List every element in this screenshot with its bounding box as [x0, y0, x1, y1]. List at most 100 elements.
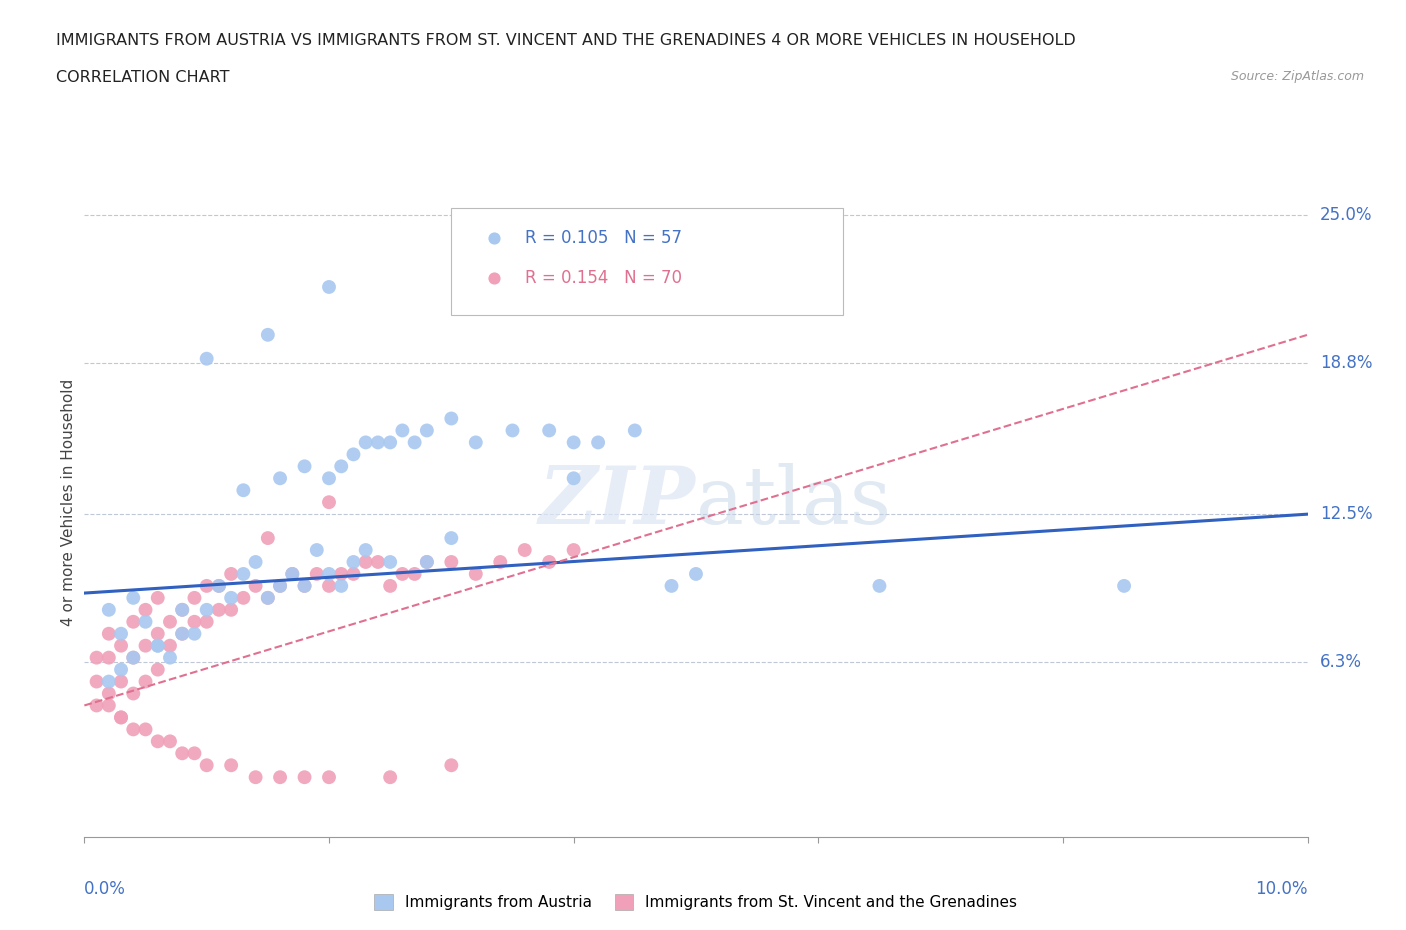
Point	[318, 471, 340, 485]
Point	[330, 578, 353, 593]
Text: R = 0.105   N = 57: R = 0.105 N = 57	[524, 229, 682, 246]
Point	[110, 710, 132, 724]
Point	[342, 566, 364, 581]
Y-axis label: 4 or more Vehicles in Household: 4 or more Vehicles in Household	[60, 379, 76, 626]
Point	[330, 566, 353, 581]
Point	[195, 352, 218, 366]
Point	[440, 554, 463, 569]
Point	[391, 423, 413, 438]
Point	[562, 435, 585, 450]
Point	[416, 554, 439, 569]
Point	[245, 578, 267, 593]
Point	[172, 603, 194, 618]
Point	[232, 591, 254, 605]
Point	[208, 578, 231, 593]
Point	[195, 603, 218, 618]
Point	[330, 458, 353, 473]
Point	[440, 411, 463, 426]
Point	[269, 578, 291, 593]
Point	[110, 674, 132, 689]
Point	[159, 638, 181, 653]
Point	[195, 615, 218, 630]
Point	[380, 435, 402, 450]
Text: 6.3%: 6.3%	[1320, 654, 1362, 671]
Point	[367, 435, 389, 450]
Point	[489, 554, 512, 569]
Point	[305, 566, 328, 581]
Point	[183, 626, 205, 641]
Point	[159, 734, 181, 749]
Text: R = 0.154   N = 70: R = 0.154 N = 70	[524, 269, 682, 286]
Point	[869, 578, 891, 593]
Point	[305, 542, 328, 557]
Point	[294, 770, 316, 785]
Point	[354, 435, 377, 450]
Point	[122, 650, 145, 665]
Point	[281, 566, 304, 581]
Point	[354, 554, 377, 569]
Text: Source: ZipAtlas.com: Source: ZipAtlas.com	[1230, 70, 1364, 83]
Point	[135, 674, 157, 689]
Point	[146, 662, 169, 677]
Point	[404, 566, 426, 581]
Point	[183, 615, 205, 630]
Text: 10.0%: 10.0%	[1256, 880, 1308, 898]
Point	[513, 542, 536, 557]
Point	[159, 615, 181, 630]
Point	[294, 578, 316, 593]
Point	[416, 423, 439, 438]
Point	[464, 566, 486, 581]
Point	[146, 638, 169, 653]
Point	[219, 566, 242, 581]
Point	[257, 531, 280, 546]
Point	[183, 746, 205, 761]
Point	[661, 578, 683, 593]
Point	[122, 722, 145, 737]
Point	[1114, 578, 1136, 593]
Point	[318, 578, 340, 593]
Point	[391, 566, 413, 581]
Point	[404, 435, 426, 450]
Point	[183, 591, 205, 605]
Point	[110, 710, 132, 724]
Point	[318, 495, 340, 510]
Point	[135, 638, 157, 653]
Point	[97, 650, 120, 665]
Legend: Immigrants from Austria, Immigrants from St. Vincent and the Grenadines: Immigrants from Austria, Immigrants from…	[368, 888, 1024, 916]
Point	[380, 554, 402, 569]
Point	[219, 758, 242, 773]
Point	[97, 626, 120, 641]
Point	[219, 603, 242, 618]
Point	[464, 435, 486, 450]
Point	[122, 591, 145, 605]
Point	[208, 603, 231, 618]
Point	[538, 423, 561, 438]
Point	[110, 626, 132, 641]
Point	[586, 435, 609, 450]
FancyBboxPatch shape	[451, 207, 842, 314]
Text: 0.0%: 0.0%	[84, 880, 127, 898]
Point	[281, 566, 304, 581]
Point	[146, 626, 169, 641]
Point	[86, 674, 108, 689]
Point	[318, 566, 340, 581]
Point	[195, 758, 218, 773]
Point	[269, 578, 291, 593]
Point	[354, 542, 377, 557]
Point	[562, 542, 585, 557]
Point	[342, 447, 364, 462]
Point	[624, 423, 647, 438]
Point	[269, 770, 291, 785]
Point	[257, 591, 280, 605]
Point	[380, 578, 402, 593]
Point	[562, 471, 585, 485]
Point	[245, 554, 267, 569]
Point	[269, 471, 291, 485]
Point	[208, 578, 231, 593]
Point	[97, 674, 120, 689]
Point	[172, 626, 194, 641]
Text: 25.0%: 25.0%	[1320, 206, 1372, 224]
Point	[146, 734, 169, 749]
Point	[538, 554, 561, 569]
Point	[110, 662, 132, 677]
